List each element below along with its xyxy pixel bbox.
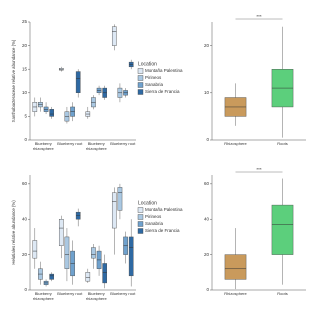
- y-axis-label: Xanthobacteraceae relative abundance (%): [11, 39, 16, 122]
- legend-label: Sanabria: [145, 221, 164, 226]
- y-tick-label: 40: [204, 216, 210, 221]
- box: [49, 273, 55, 280]
- x-tick-label-box: Roots: [277, 142, 288, 146]
- y-tick-label: 20: [204, 43, 210, 48]
- legend-title: Location: [138, 200, 157, 206]
- x-tick-label-box: Blueberry root: [110, 142, 136, 146]
- y-tick-label: 60: [204, 181, 210, 186]
- legend-swatch: [137, 89, 144, 95]
- x-tick-label-box: Blueberry rhizosphere: [32, 142, 54, 151]
- y-tick-label: 0: [206, 137, 209, 142]
- box: [117, 187, 123, 211]
- x-tick-label: Blueberry rhizosphere: [32, 142, 54, 151]
- legend-swatch: [137, 228, 144, 234]
- x-tick-label: Roots: [277, 292, 288, 296]
- x-tick-label: Rhizosphere: [224, 142, 247, 146]
- y-tick-label: 60: [22, 181, 28, 186]
- y-tick-label: 20: [204, 252, 210, 257]
- y-tick-label: 25: [22, 19, 28, 24]
- y-tick-label: 40: [22, 216, 28, 221]
- y-tick-label: 5: [24, 114, 27, 119]
- x-tick-label: Blueberry rhizosphere: [32, 292, 54, 301]
- x-tick-label-box: Rhizosphere: [224, 292, 247, 296]
- legend-swatch: [137, 82, 144, 88]
- y-axis-label: Helotiales relative abundance (%): [11, 200, 16, 265]
- x-tick-label: Blueberry root: [110, 142, 136, 146]
- legend-swatch: [137, 221, 144, 227]
- legend-swatch: [137, 75, 144, 81]
- box: [271, 204, 294, 255]
- y-tick-label: 20: [22, 43, 28, 48]
- legend-label: Montaña Palentina: [145, 68, 183, 73]
- legend-swatch: [137, 207, 144, 213]
- legend-label: Pirineos: [145, 214, 162, 219]
- y-tick-label: 20: [22, 252, 28, 257]
- x-tick-label-box: Roots: [277, 292, 288, 296]
- legend-label: Sierra de Francia: [145, 228, 180, 233]
- x-tick-label: Roots: [277, 142, 288, 146]
- y-tick-label: 0: [24, 137, 27, 142]
- x-tick-label: Blueberry rhizosphere: [85, 292, 107, 301]
- x-tick-label: Rhizosphere: [224, 292, 247, 296]
- legend-label: Montaña Palentina: [145, 207, 183, 212]
- y-tick-label: 10: [204, 90, 210, 95]
- y-tick-label: 10: [22, 90, 28, 95]
- box: [85, 272, 91, 282]
- x-tick-label-box: Rhizosphere: [224, 142, 247, 146]
- significance-label: ***: [256, 14, 262, 19]
- box: [128, 236, 134, 277]
- box: [32, 240, 38, 259]
- box: [111, 192, 117, 229]
- box: [102, 263, 108, 284]
- box: [111, 26, 117, 46]
- box: [224, 254, 247, 280]
- legend-swatch: [137, 68, 144, 74]
- legend-swatch: [137, 214, 144, 220]
- box: [58, 219, 64, 246]
- y-tick-label: 0: [206, 287, 209, 292]
- x-tick-label-box: Blueberry rhizosphere: [32, 292, 54, 301]
- legend-label: Pirineos: [145, 75, 162, 80]
- significance-label: ***: [256, 167, 262, 172]
- x-tick-label-box: Blueberry root: [57, 142, 83, 146]
- y-tick-label: 15: [22, 66, 28, 71]
- x-tick-label-box: Blueberry rhizosphere: [85, 142, 107, 151]
- box: [75, 71, 81, 93]
- legend-title: Location: [138, 61, 157, 67]
- box: [49, 109, 55, 117]
- x-tick-label-box: Blueberry root: [110, 292, 136, 296]
- x-tick-label: Blueberry root: [110, 292, 136, 296]
- box: [91, 247, 96, 259]
- x-tick-label-box: Blueberry root: [57, 292, 83, 296]
- x-tick-label: Blueberry rhizosphere: [85, 142, 107, 151]
- x-tick-label: Blueberry root: [57, 142, 83, 146]
- legend-label: Sanabria: [145, 82, 164, 87]
- legend-label: Sierra de Francia: [145, 89, 180, 94]
- x-tick-label: Blueberry root: [57, 292, 83, 296]
- x-tick-label-box: Blueberry rhizosphere: [85, 292, 107, 301]
- y-tick-label: 0: [24, 287, 27, 292]
- box: [64, 236, 70, 269]
